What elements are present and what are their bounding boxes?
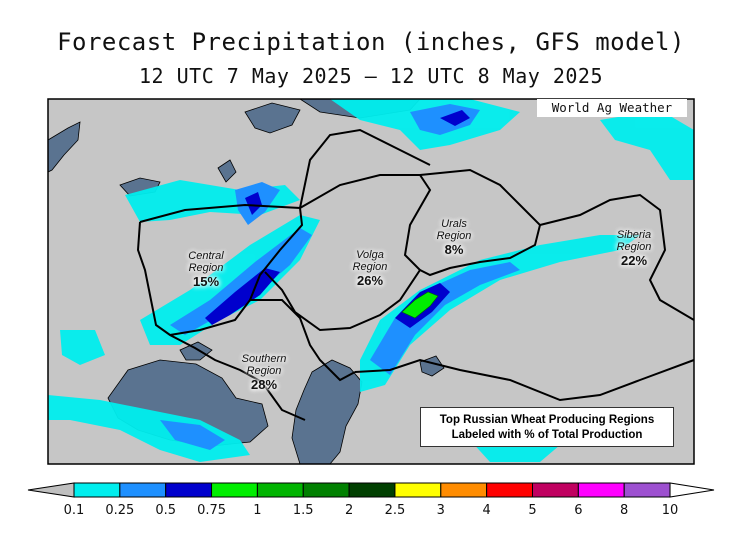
region-label-southern: Southern Region 28% xyxy=(232,353,296,393)
siberia-region-border xyxy=(539,193,694,321)
legend-tick-label: 10 xyxy=(661,503,679,518)
map-title: Forecast Precipitation (inches, GFS mode… xyxy=(57,28,685,56)
legend-arrow-low xyxy=(27,482,75,498)
legend-tick-label: 8 xyxy=(620,503,629,518)
legend-swatch xyxy=(623,482,671,498)
credit-label: World Ag Weather xyxy=(537,99,687,117)
region-name-line1: Volga xyxy=(356,249,384,261)
region-name-line2: Region xyxy=(616,241,652,253)
legend-swatch xyxy=(211,482,258,498)
legend-swatch xyxy=(348,482,396,498)
region-name-line2: Region xyxy=(246,365,282,377)
info-box-line2: Labeled with % of Total Production xyxy=(451,429,643,441)
region-label-urals: Urals Region 8% xyxy=(424,218,484,258)
legend-swatch xyxy=(302,482,350,498)
legend-tick-label: 3 xyxy=(436,503,445,518)
urals-region-border xyxy=(419,168,542,277)
region-share: 26% xyxy=(356,273,384,288)
info-box: Top Russian Wheat Producing Regions Labe… xyxy=(420,407,674,447)
legend-tick-label: 4 xyxy=(482,503,491,518)
legend-swatch xyxy=(394,482,442,498)
legend-swatch xyxy=(577,482,625,498)
legend-tick-label: 5 xyxy=(528,503,537,518)
legend-tick-label: 0.75 xyxy=(197,503,227,518)
legend-swatch xyxy=(119,482,167,498)
legend-tick-label: 0.1 xyxy=(63,503,85,518)
legend-swatch xyxy=(73,482,121,498)
region-label-central: Central Region 15% xyxy=(176,250,236,290)
russia-west-border xyxy=(136,221,306,421)
precip-very-heavy xyxy=(401,291,439,319)
region-share: 22% xyxy=(620,253,648,268)
region-name-line1: Urals xyxy=(441,218,467,230)
legend-swatch xyxy=(532,482,579,498)
legend-swatch xyxy=(256,482,304,498)
legend-tick-label: 2 xyxy=(344,503,354,518)
north-border xyxy=(299,128,431,209)
legend-tick-label: 0.5 xyxy=(155,503,177,518)
white-sea xyxy=(244,102,301,134)
kazakhstan-border xyxy=(354,358,694,402)
region-name-line1: Central xyxy=(188,250,224,262)
caspian-sea xyxy=(291,359,363,464)
legend-tick-label: 1 xyxy=(253,503,262,518)
map-valid-period: 12 UTC 7 May 2025 – 12 UTC 8 May 2025 xyxy=(138,64,604,88)
legend-swatch xyxy=(486,482,533,498)
legend-arrow-high xyxy=(669,482,715,498)
region-label-siberia: Siberia Region 22% xyxy=(604,229,664,269)
legend-tick-label: 6 xyxy=(574,503,583,518)
info-box-line1: Top Russian Wheat Producing Regions xyxy=(439,414,655,426)
legend-swatch xyxy=(440,482,488,498)
boundaries xyxy=(136,128,694,421)
region-name-line1: Southern xyxy=(241,353,287,365)
region-label-volga: Volga Region 26% xyxy=(340,249,400,289)
region-name-line2: Region xyxy=(352,261,388,273)
legend-tick-label: 2.5 xyxy=(384,503,406,518)
region-name-line1: Siberia xyxy=(616,229,652,241)
lake-onega xyxy=(217,159,237,183)
legend-colorbar xyxy=(27,482,715,498)
region-name-line2: Region xyxy=(188,262,224,274)
central-region-border xyxy=(139,203,304,336)
region-share: 8% xyxy=(444,242,464,257)
southern-region-border xyxy=(250,299,356,382)
region-name-line2: Region xyxy=(436,230,472,242)
region-share: 28% xyxy=(250,377,278,392)
legend-swatch xyxy=(165,482,213,498)
legend-tick-label: 1.5 xyxy=(292,503,314,518)
map-frame xyxy=(47,98,695,465)
region-share: 15% xyxy=(192,274,220,289)
legend-tick-label: 0.25 xyxy=(105,503,135,518)
